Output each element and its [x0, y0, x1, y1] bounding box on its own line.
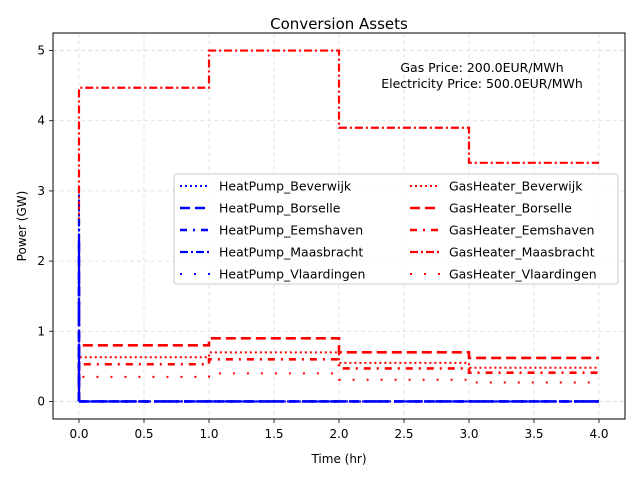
- y-tick-label: 0: [37, 394, 45, 408]
- legend-label: HeatPump_Maasbracht: [219, 245, 363, 260]
- chart-title: Conversion Assets: [270, 15, 408, 33]
- y-tick-label: 1: [37, 324, 45, 338]
- legend: HeatPump_Beverwijk HeatPump_Borselle HeatP…: [173, 173, 619, 285]
- legend-label: GasHeater_Borselle: [449, 201, 572, 216]
- y-axis-label: Power (GW): [15, 191, 29, 262]
- series-line-gasheater-maasbracht: [77, 49, 599, 402]
- legend-label: GasHeater_Beverwijk: [449, 179, 583, 194]
- legend-label: HeatPump_Vlaardingen: [219, 267, 365, 282]
- x-tick-label: 1.0: [199, 427, 218, 441]
- x-tick-label: 3.0: [459, 427, 478, 441]
- legend-label: HeatPump_Beverwijk: [219, 179, 352, 194]
- legend-box: [173, 173, 619, 285]
- legend-label: GasHeater_Eemshaven: [449, 223, 594, 238]
- y-tick-label: 4: [37, 114, 45, 128]
- y-tick-label: 3: [37, 184, 45, 198]
- y-axis-ticks: 0 1 2 3 4 5: [37, 44, 53, 408]
- y-tick-label: 5: [37, 44, 45, 58]
- x-tick-label: 0.0: [69, 427, 88, 441]
- x-tick-label: 3.5: [524, 427, 543, 441]
- electricity-price-annotation: Electricity Price: 500.0EUR/MWh: [381, 76, 583, 91]
- legend-label: HeatPump_Eemshaven: [219, 223, 363, 238]
- x-axis-label: Time (hr): [310, 452, 366, 466]
- x-tick-label: 4.0: [589, 427, 608, 441]
- x-tick-label: 0.5: [134, 427, 153, 441]
- series-line-gasheater-eemshaven: [77, 358, 599, 402]
- y-tick-label: 2: [37, 254, 45, 268]
- x-tick-label: 2.5: [394, 427, 413, 441]
- x-tick-label: 1.5: [264, 427, 283, 441]
- legend-label: GasHeater_Vlaardingen: [449, 267, 597, 282]
- x-tick-label: 2.0: [329, 427, 348, 441]
- legend-label: HeatPump_Borselle: [219, 201, 341, 216]
- series-lines: [77, 49, 599, 403]
- legend-label: GasHeater_Maasbracht: [449, 245, 595, 260]
- x-axis-ticks: 0.0 0.5 1.0 1.5 2.0 2.5 3.0 3.5 4.0: [69, 419, 609, 441]
- series-line-gasheater-borselle: [77, 336, 599, 402]
- gas-price-annotation: Gas Price: 200.0EUR/MWh: [400, 60, 563, 75]
